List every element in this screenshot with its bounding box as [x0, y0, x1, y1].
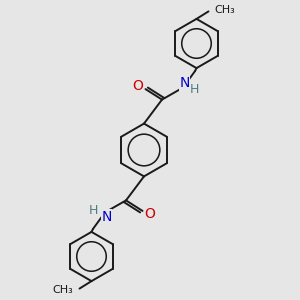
Text: O: O: [133, 79, 143, 93]
Text: N: N: [101, 210, 112, 224]
Text: O: O: [145, 207, 155, 221]
Text: CH₃: CH₃: [53, 285, 74, 295]
Text: CH₃: CH₃: [214, 5, 235, 15]
Text: H: H: [89, 204, 98, 218]
Text: N: N: [179, 76, 190, 90]
Text: H: H: [190, 82, 199, 96]
